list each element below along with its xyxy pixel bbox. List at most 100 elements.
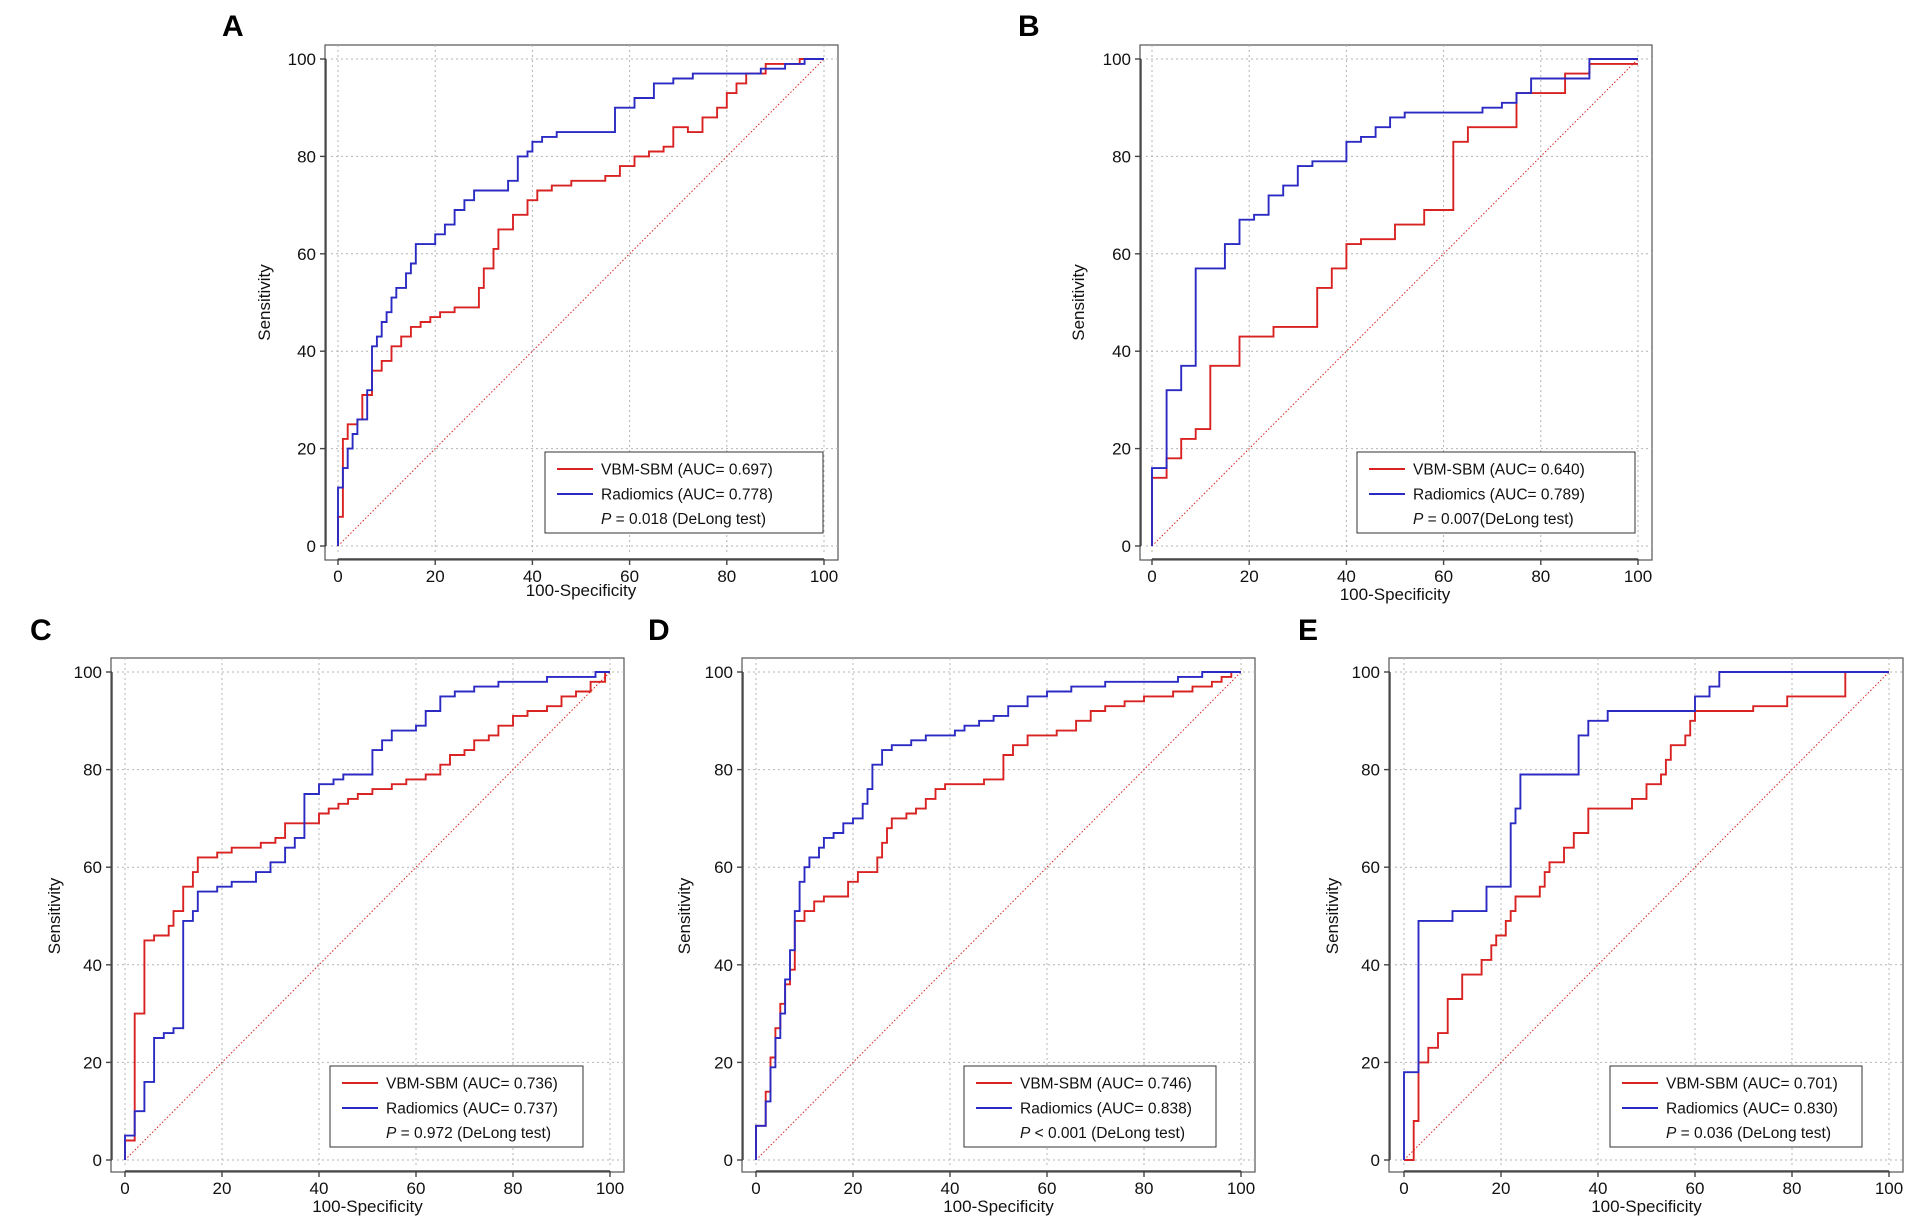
- y-tick-label: 60: [83, 858, 102, 877]
- legend: VBM-SBM (AUC= 0.736) Radiomics (AUC= 0.73…: [330, 1066, 583, 1147]
- x-tick-label: 60: [1686, 1179, 1705, 1198]
- legend-item-label: VBM-SBM (AUC= 0.640): [1413, 462, 1585, 479]
- panel-letter: D: [648, 614, 670, 647]
- x-tick-label: 20: [1492, 1179, 1511, 1198]
- p-value-label: P < 0.001 (DeLong test): [1020, 1125, 1185, 1142]
- panel-letter: E: [1298, 614, 1318, 647]
- y-tick-label: 100: [288, 50, 316, 69]
- x-tick-label: 0: [120, 1179, 129, 1198]
- p-symbol: P: [386, 1125, 397, 1142]
- chart-panel-a: A0 20 40 60 80 100020406080100100-Specificity…: [222, 10, 838, 600]
- x-tick-label: 40: [941, 1179, 960, 1198]
- legend-item-label: VBM-SBM (AUC= 0.736): [386, 1076, 558, 1093]
- y-tick-label: 80: [714, 761, 733, 780]
- y-axis-label: Sensitivity: [255, 264, 274, 341]
- x-tick-label: 80: [504, 1179, 523, 1198]
- legend: VBM-SBM (AUC= 0.746) Radiomics (AUC= 0.83…: [964, 1066, 1216, 1147]
- x-tick-label: 100: [1227, 1179, 1255, 1198]
- p-value-text: = 0.018 (DeLong test): [611, 511, 766, 528]
- chart-panel-b: B 0 20 40 60 80 100 0 20 40 60 80 100 100-Specificity…: [1018, 10, 1652, 604]
- y-tick-label: 40: [1361, 956, 1380, 975]
- legend-item-label: Radiomics (AUC= 0.737): [386, 1101, 558, 1118]
- x-axis-label: 100-Specificity: [943, 1197, 1054, 1216]
- p-value-text: = 0.972 (DeLong test): [396, 1125, 551, 1142]
- roc-figure: A0 20 40 60 80 100020406080100100-Specificity…: [0, 0, 1910, 1231]
- x-tick-label: 0: [1399, 1179, 1408, 1198]
- y-tick-label: 60: [297, 245, 316, 264]
- y-tick-label: 20: [1112, 440, 1131, 459]
- x-tick-label: 0: [1147, 567, 1156, 586]
- y-axis-label: Sensitivity: [1323, 877, 1342, 954]
- y-tick-label: 100: [705, 663, 733, 682]
- y-tick-label: 40: [297, 342, 316, 361]
- y-tick-label: 0: [1122, 537, 1131, 556]
- y-tick-label: 0: [1371, 1151, 1380, 1170]
- p-value-label: P = 0.007(DeLong test): [1413, 511, 1574, 528]
- x-tick-label: 0: [751, 1179, 760, 1198]
- chart-panel-c: C 0 20 40 60 80 100 0 20 40 60 80 100 100-Specificity…: [30, 614, 624, 1216]
- x-axis-label: 100-Specificity: [1591, 1197, 1702, 1216]
- x-axis-label: 100-Specificity: [312, 1197, 423, 1216]
- x-tick-label: 100: [810, 567, 838, 586]
- y-tick-label: 20: [714, 1053, 733, 1072]
- chart-panel-e: E 0 20 40 60 80 100 0 20 40 60 80 100 100-Specificity…: [1298, 614, 1903, 1216]
- p-symbol: P: [1666, 1125, 1677, 1142]
- x-axis-label: 100-Specificity: [1340, 585, 1451, 604]
- p-value-label: P = 0.972 (DeLong test): [386, 1125, 551, 1142]
- x-tick-label: 80: [1531, 567, 1550, 586]
- p-symbol: P: [601, 511, 612, 528]
- y-tick-label: 20: [297, 440, 316, 459]
- legend-item-label: Radiomics (AUC= 0.789): [1413, 487, 1585, 504]
- y-tick-label: 80: [297, 147, 316, 166]
- x-tick-label: 40: [1589, 1179, 1608, 1198]
- y-tick-label: 100: [74, 663, 102, 682]
- p-value-text: = 0.036 (DeLong test): [1676, 1125, 1831, 1142]
- legend-item-label: VBM-SBM (AUC= 0.697): [601, 462, 773, 479]
- legend-item-label: Radiomics (AUC= 0.778): [601, 487, 773, 504]
- y-tick-label: 80: [1112, 147, 1131, 166]
- chart-panel-d: D 0 20 40 60 80 100 0 20 40 60 80 100 100-Specificity…: [648, 614, 1255, 1216]
- p-value-text: < 0.001 (DeLong test): [1030, 1125, 1185, 1142]
- x-tick-label: 100: [1875, 1179, 1903, 1198]
- y-axis-label: Sensitivity: [45, 877, 64, 954]
- legend-item-label: VBM-SBM (AUC= 0.701): [1666, 1076, 1838, 1093]
- x-tick-label: 20: [1240, 567, 1259, 586]
- legend-item-label: VBM-SBM (AUC= 0.746): [1020, 1076, 1192, 1093]
- panel-letter: B: [1018, 10, 1040, 43]
- x-tick-label: 80: [1135, 1179, 1154, 1198]
- x-tick-label: 20: [213, 1179, 232, 1198]
- y-tick-label: 0: [93, 1151, 102, 1170]
- p-symbol: P: [1413, 511, 1424, 528]
- y-axis-label: Sensitivity: [1069, 264, 1088, 341]
- legend: VBM-SBM (AUC= 0.697) Radiomics (AUC= 0.77…: [545, 452, 823, 533]
- y-tick-label: 60: [1112, 245, 1131, 264]
- x-tick-label: 60: [1434, 567, 1453, 586]
- y-tick-label: 80: [1361, 761, 1380, 780]
- x-tick-label: 80: [1783, 1179, 1802, 1198]
- y-axis-label: Sensitivity: [675, 877, 694, 954]
- panel-letter: C: [30, 614, 52, 647]
- x-tick-label: 100: [596, 1179, 624, 1198]
- legend: VBM-SBM (AUC= 0.701) Radiomics (AUC= 0.83…: [1610, 1066, 1862, 1147]
- y-tick-label: 100: [1103, 50, 1131, 69]
- y-tick-label: 0: [307, 537, 316, 556]
- x-tick-label: 80: [717, 567, 736, 586]
- legend-item-label: Radiomics (AUC= 0.838): [1020, 1101, 1192, 1118]
- x-tick-label: 60: [407, 1179, 426, 1198]
- y-tick-label: 40: [83, 956, 102, 975]
- y-tick-label: 0: [724, 1151, 733, 1170]
- y-tick-label: 20: [83, 1053, 102, 1072]
- p-symbol: P: [1020, 1125, 1031, 1142]
- x-tick-label: 40: [1337, 567, 1356, 586]
- p-value-label: P = 0.036 (DeLong test): [1666, 1125, 1831, 1142]
- y-tick-label: 20: [1361, 1053, 1380, 1072]
- x-tick-label: 20: [844, 1179, 863, 1198]
- y-tick-label: 80: [83, 761, 102, 780]
- y-tick-label: 40: [714, 956, 733, 975]
- x-tick-label: 20: [426, 567, 445, 586]
- y-tick-label: 60: [714, 858, 733, 877]
- legend: VBM-SBM (AUC= 0.640) Radiomics (AUC= 0.78…: [1357, 452, 1635, 533]
- x-tick-label: 100: [1624, 567, 1652, 586]
- x-tick-label: 60: [1038, 1179, 1057, 1198]
- p-value-label: P = 0.018 (DeLong test): [601, 511, 766, 528]
